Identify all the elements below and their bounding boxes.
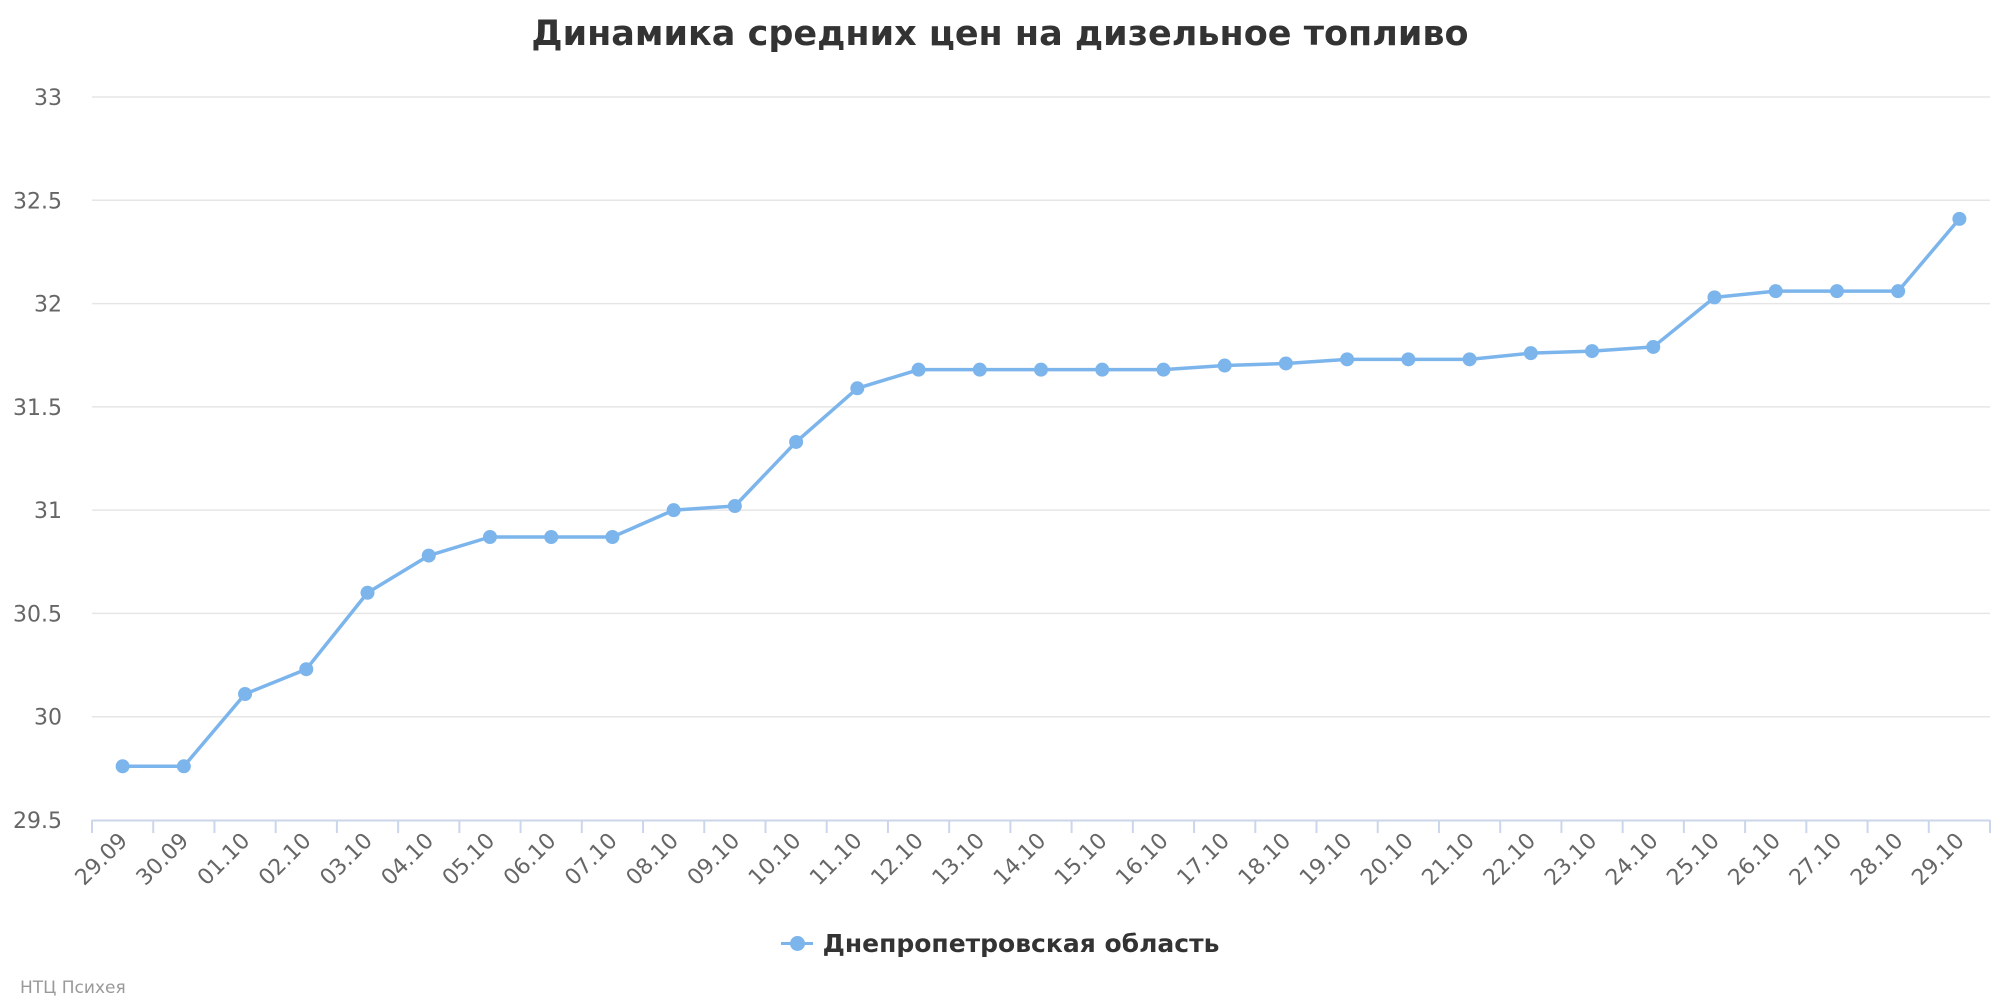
data-point[interactable]	[1462, 352, 1477, 367]
data-point[interactable]	[1401, 352, 1416, 367]
x-tick-label: 28.10	[1846, 829, 1908, 891]
data-point[interactable]	[176, 759, 191, 774]
y-tick-label: 32	[34, 293, 62, 318]
credits[interactable]: НТЦ Психея	[20, 978, 126, 998]
y-tick-label: 29.5	[13, 809, 62, 834]
data-point[interactable]	[1095, 362, 1110, 377]
y-tick-label: 30	[34, 706, 62, 731]
data-point[interactable]	[238, 686, 253, 701]
data-point[interactable]	[911, 362, 926, 377]
x-tick-label: 05.10	[438, 829, 500, 891]
x-tick-label: 29.10	[1907, 829, 1969, 891]
x-tick-label: 02.10	[254, 829, 316, 891]
y-tick-label: 31	[34, 499, 62, 524]
x-axis	[91, 819, 1991, 833]
grid-lines	[92, 96, 1990, 718]
data-point[interactable]	[1646, 339, 1661, 354]
x-tick-label: 19.10	[1295, 829, 1357, 891]
y-tick-label: 31.5	[13, 396, 62, 421]
legend-item[interactable]: Днепропетровская область	[780, 928, 1220, 958]
data-point[interactable]	[1768, 284, 1783, 299]
data-point[interactable]	[1217, 358, 1232, 373]
x-tick-label: 18.10	[1234, 829, 1296, 891]
x-tick-label: 04.10	[377, 829, 439, 891]
x-tick-label: 15.10	[1050, 829, 1112, 891]
y-tick-label: 32.5	[13, 189, 62, 214]
x-tick-label: 13.10	[928, 829, 990, 891]
x-tick-label: 09.10	[683, 829, 745, 891]
chart-title: Динамика средних цен на дизельное топлив…	[531, 14, 1469, 54]
data-point[interactable]	[360, 585, 375, 600]
x-tick-label: 01.10	[193, 829, 255, 891]
x-tick-label: 03.10	[316, 829, 378, 891]
data-point[interactable]	[1523, 346, 1538, 361]
y-tick-label: 33	[34, 86, 62, 111]
data-point[interactable]	[1891, 284, 1906, 299]
x-tick-label: 06.10	[499, 829, 561, 891]
x-tick-label: 20.10	[1356, 829, 1418, 891]
x-tick-label: 23.10	[1540, 829, 1602, 891]
legend[interactable]: Днепропетровская область	[0, 928, 2000, 958]
data-point[interactable]	[972, 362, 987, 377]
data-point[interactable]	[1034, 362, 1048, 377]
x-tick-label: 29.09	[71, 829, 133, 891]
y-tick-label: 30.5	[13, 602, 62, 627]
legend-marker-icon	[780, 935, 813, 951]
legend-label: Днепропетровская область	[822, 928, 1220, 958]
series-group	[115, 211, 1967, 774]
data-point[interactable]	[605, 529, 620, 544]
data-point[interactable]	[1156, 362, 1171, 377]
data-point[interactable]	[544, 529, 559, 544]
x-tick-label: 12.10	[867, 829, 929, 891]
data-point[interactable]	[789, 434, 804, 449]
x-tick-label: 11.10	[805, 829, 867, 891]
x-tick-label: 26.10	[1724, 829, 1786, 891]
x-tick-label: 30.09	[132, 829, 194, 891]
x-tick-label: 07.10	[560, 829, 622, 891]
y-axis-ticks: 29.5 30 30.5 31 31.5 32 32.5 33	[13, 86, 62, 834]
data-point[interactable]	[299, 662, 314, 677]
x-tick-label: 27.10	[1785, 829, 1847, 891]
data-point[interactable]	[1829, 284, 1844, 299]
data-point[interactable]	[1585, 344, 1600, 359]
series-line	[120, 217, 1962, 769]
data-point[interactable]	[850, 381, 865, 396]
x-tick-label: 08.10	[622, 829, 684, 891]
x-tick-label: 10.10	[744, 829, 806, 891]
data-point[interactable]	[421, 548, 436, 563]
data-point[interactable]	[115, 759, 130, 774]
data-point[interactable]	[482, 529, 497, 544]
x-tick-label: 24.10	[1601, 829, 1663, 891]
data-point[interactable]	[727, 499, 742, 514]
x-tick-label: 22.10	[1479, 829, 1541, 891]
x-tick-label: 21.10	[1418, 829, 1480, 891]
data-point[interactable]	[666, 503, 681, 518]
x-tick-label: 16.10	[1111, 829, 1173, 891]
x-axis-ticks: 29.09 30.09 01.10 02.10 03.10 04.10 05.10 06.10…	[71, 829, 1970, 891]
data-point[interactable]	[1278, 356, 1293, 371]
data-point[interactable]	[1952, 211, 1967, 226]
x-tick-label: 25.10	[1663, 829, 1725, 891]
x-tick-label: 14.10	[989, 829, 1051, 891]
x-tick-label: 17.10	[1173, 829, 1235, 891]
data-point[interactable]	[1340, 352, 1355, 367]
data-point[interactable]	[1707, 290, 1722, 305]
